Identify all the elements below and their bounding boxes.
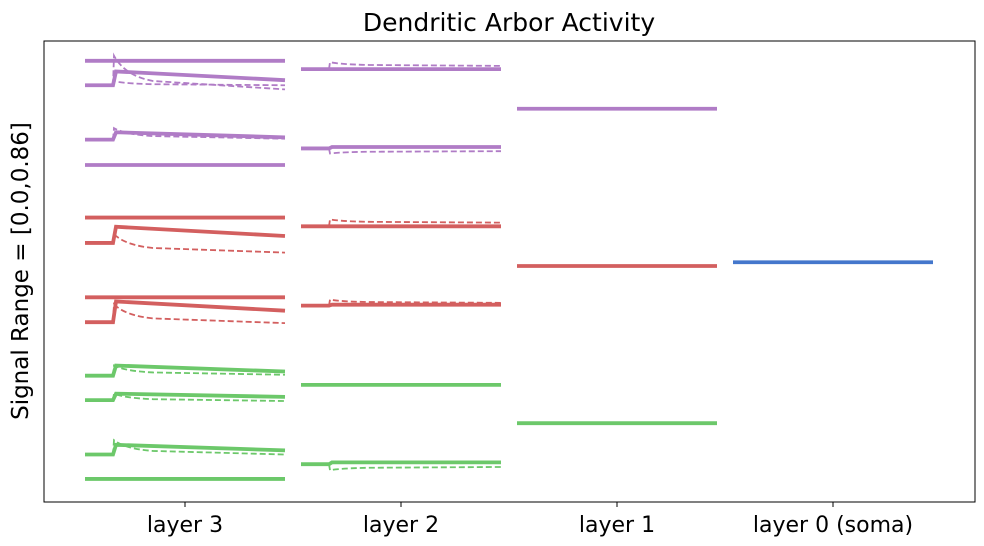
trace-layer-3-green-solid-17: [85, 442, 286, 457]
trace-layer-2-purple-dashed-21: [328, 61, 502, 70]
y-axis-label: Signal Range = [0.0,0.86]: [8, 122, 34, 420]
trace-layer-2-green-dashed-29: [328, 383, 502, 386]
trace-layer-3-red-dashed-9: [112, 232, 286, 254]
x-tick-label-2: layer 1: [579, 513, 655, 538]
trace-layer-3-purple-solid-1: [85, 69, 286, 88]
plot-frame: [43, 40, 976, 503]
trace-layer-3-green-dashed-14: [112, 364, 286, 376]
trace-layer-3-purple-solid-4: [85, 130, 286, 142]
trace-layer-2-green-dashed-31: [328, 464, 502, 472]
trace-layer-2-green-solid-30: [301, 460, 501, 467]
x-tick-label-3: layer 0 (soma): [753, 513, 913, 538]
trace-layer-2-purple-dashed-23: [328, 148, 502, 155]
trace-layer-3-purple-dashed-3: [112, 80, 286, 87]
trace-layer-3-green-solid-13: [85, 363, 286, 378]
trace-layer-3-purple-dashed-5: [112, 126, 286, 140]
trace-layer-3-green-dashed-18: [112, 438, 286, 456]
trace-layer-2-red-dashed-25: [328, 218, 502, 227]
trace-layer-3-green-dashed-16: [112, 392, 286, 402]
trace-layer-2-red-dashed-27: [328, 298, 502, 306]
trace-layer-2-red-solid-26: [301, 302, 501, 308]
trace-layer-3-purple-dashed-2: [112, 52, 286, 91]
x-tick-label-0: layer 3: [147, 513, 223, 538]
chart-title: Dendritic Arbor Activity: [363, 8, 655, 37]
trace-layer-3-green-solid-15: [85, 391, 286, 403]
trace-layer-3-red-dashed-12: [112, 302, 286, 325]
trace-layer-2-purple-solid-22: [301, 145, 501, 151]
x-ticks-group: layer 3 layer 2 layer 1 layer 0 (soma): [147, 502, 913, 538]
trace-layer-3-red-solid-11: [85, 299, 286, 325]
x-tick-label-1: layer 2: [363, 513, 439, 538]
traces-group: [85, 52, 933, 481]
